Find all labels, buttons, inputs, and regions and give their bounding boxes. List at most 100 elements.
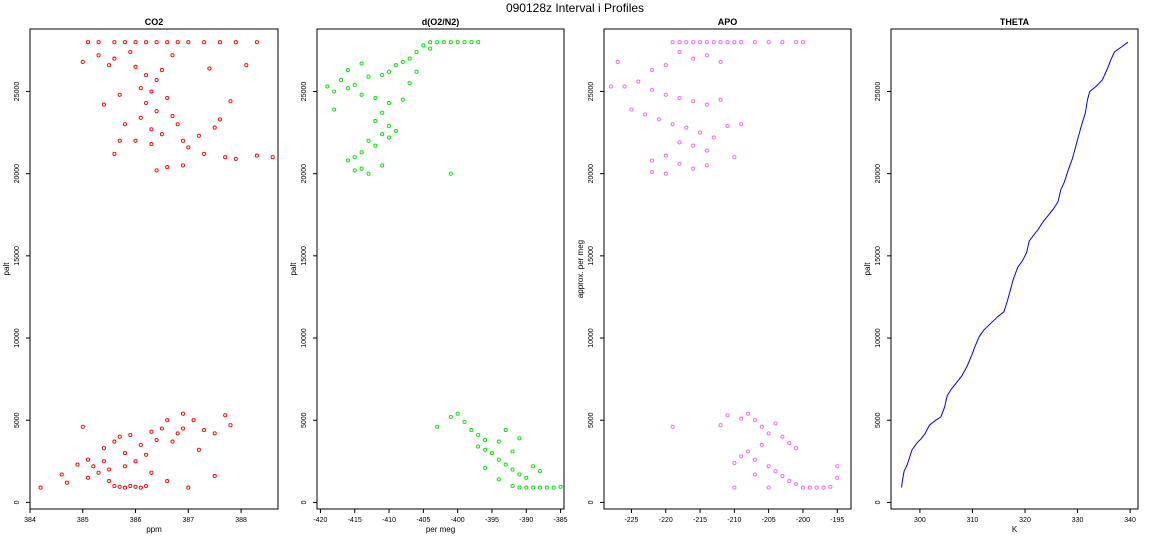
data-point <box>759 424 764 429</box>
data-point <box>704 102 709 107</box>
data-point <box>698 130 703 135</box>
y-tick-label: 15000 <box>14 246 21 266</box>
data-point <box>101 102 106 107</box>
data-point <box>780 434 785 439</box>
data-point <box>732 40 737 45</box>
x-tick-label: -420 <box>313 517 327 524</box>
x-tick-label: -205 <box>762 517 776 524</box>
data-point <box>615 59 620 64</box>
plot-frame <box>316 28 565 510</box>
data-point <box>64 480 69 485</box>
y-tick-label: 10000 <box>875 328 882 348</box>
data-point <box>794 40 799 45</box>
data-point <box>144 483 149 489</box>
data-point <box>345 158 350 163</box>
x-tick-label: 300 <box>914 517 926 524</box>
data-point <box>448 171 453 176</box>
data-point <box>455 411 460 416</box>
data-point <box>462 40 467 45</box>
data-point <box>223 155 228 160</box>
data-point <box>800 485 806 490</box>
y-tick-label: 15000 <box>875 246 882 266</box>
data-point <box>746 411 751 416</box>
x-tick-label: 330 <box>1072 517 1084 524</box>
data-point <box>739 454 744 459</box>
data-point <box>96 53 101 58</box>
data-point <box>133 484 138 489</box>
data-point <box>517 485 522 490</box>
data-point <box>558 484 563 489</box>
data-point <box>175 431 180 436</box>
panel-title: d(O2/N2) <box>422 17 460 27</box>
data-point <box>138 86 143 91</box>
data-point <box>165 165 170 170</box>
data-point <box>144 452 149 457</box>
data-point <box>366 138 371 143</box>
data-point <box>186 145 191 150</box>
data-point <box>691 166 696 171</box>
data-point <box>212 125 217 130</box>
data-point <box>332 107 337 112</box>
data-point <box>128 432 133 438</box>
data-point <box>766 485 771 490</box>
x-tick-label: -220 <box>659 517 673 524</box>
data-point <box>629 107 634 112</box>
data-point <box>677 40 682 45</box>
data-point <box>663 153 668 158</box>
x-tick-label: 384 <box>24 517 36 524</box>
data-point <box>149 142 154 147</box>
data-point <box>476 432 481 438</box>
x-tick-label: -385 <box>554 517 568 524</box>
data-point <box>780 40 785 45</box>
data-point <box>196 133 201 138</box>
data-point <box>159 132 164 137</box>
data-point <box>128 483 133 489</box>
data-point <box>122 122 128 127</box>
data-point <box>101 446 106 451</box>
data-point <box>469 428 474 433</box>
data-point <box>718 97 723 102</box>
x-tick-label: -410 <box>382 517 396 524</box>
data-point <box>154 437 159 443</box>
data-point <box>223 413 228 418</box>
data-point <box>338 77 344 83</box>
data-point <box>85 475 91 480</box>
data-point <box>677 140 682 145</box>
data-point <box>165 95 170 101</box>
data-point <box>159 68 164 73</box>
data-point <box>732 485 737 490</box>
y-tick-label: 0 <box>875 500 882 504</box>
data-point <box>835 464 840 469</box>
data-point <box>159 426 164 431</box>
x-tick-label: -225 <box>624 517 638 524</box>
data-point <box>718 40 723 45</box>
x-axis-label: K <box>1012 525 1018 534</box>
data-point <box>746 449 751 454</box>
data-point <box>677 161 682 166</box>
data-point <box>787 441 792 446</box>
data-point <box>476 444 481 449</box>
x-tick-label: -210 <box>727 517 741 524</box>
y-tick-label: 5000 <box>875 412 882 428</box>
data-point <box>393 63 398 68</box>
data-point <box>144 72 149 78</box>
data-point <box>691 56 696 61</box>
data-point <box>503 428 508 433</box>
data-point <box>828 484 833 489</box>
data-point <box>698 40 703 45</box>
data-point <box>107 467 112 472</box>
data-point <box>170 53 175 58</box>
data-point <box>133 138 138 143</box>
data-point <box>794 482 799 487</box>
data-point <box>117 484 122 489</box>
x-tick-label: 340 <box>1124 517 1136 524</box>
data-point <box>352 155 357 160</box>
y-tick-label: 20000 <box>14 164 21 184</box>
data-point <box>496 439 501 444</box>
plot-frame <box>603 28 852 510</box>
data-point <box>537 469 543 474</box>
data-point <box>117 138 122 143</box>
data-point <box>186 485 191 490</box>
y-tick-label: 5000 <box>14 412 21 428</box>
